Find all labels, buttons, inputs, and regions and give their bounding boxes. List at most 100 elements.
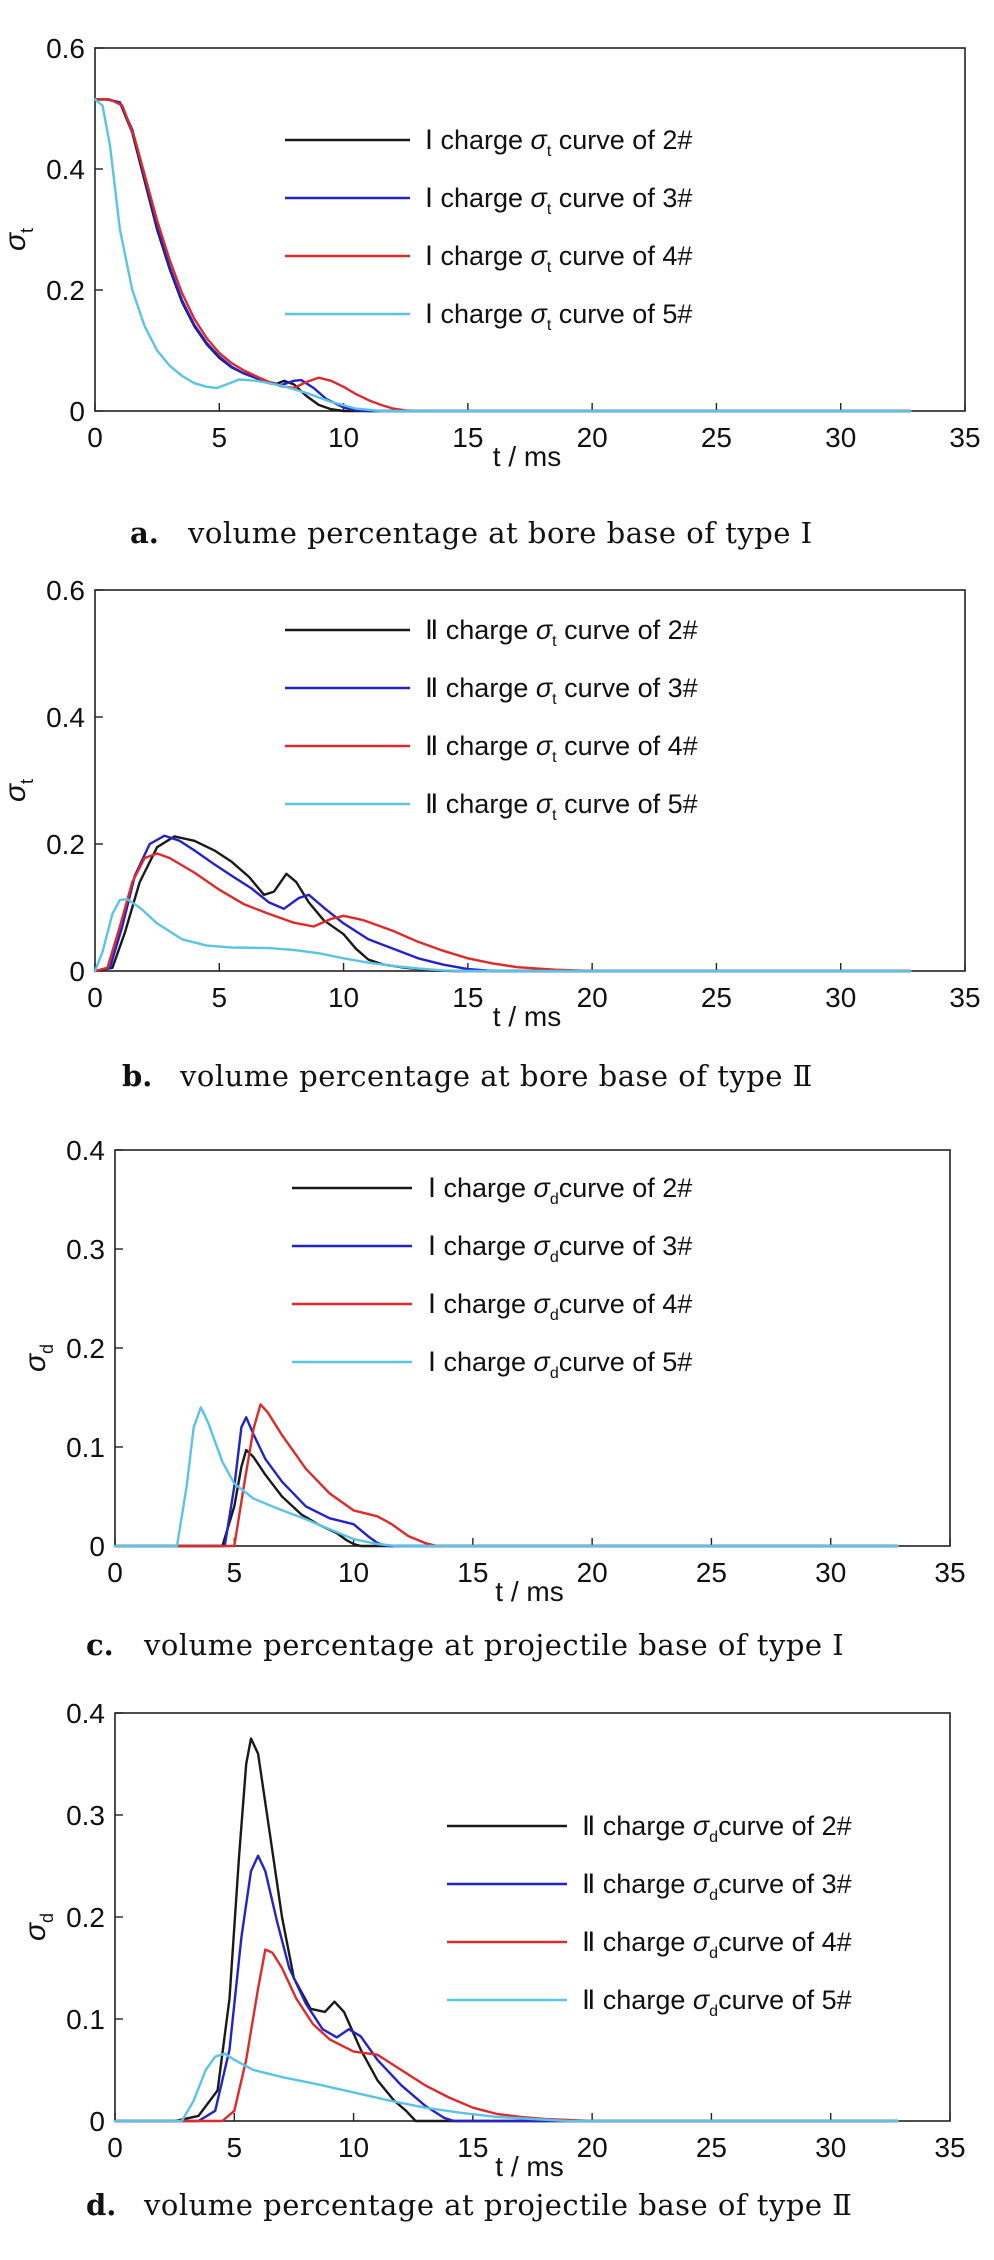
y-tick-label: 0 [69,956,85,987]
y-axis-label: σt [0,779,37,802]
legend: Ⅰ charge σt curve of 2# Ⅰ charge σt curve… [285,125,692,334]
x-tick-label: 20 [577,1557,608,1588]
x-tick-label: 30 [815,1557,846,1588]
legend-label: Ⅰ charge σdcurve of 4# [428,1289,692,1324]
y-tick-label: 0.1 [66,1432,105,1463]
figure-caption: a. volume percentage at bore base of type… [130,516,812,550]
chart-panel-c: 0 5 10 15 20 25 30 35 0 0.1 0.2 0.3 0.4 t / ms σd Ⅰ cha… [19,1135,966,1662]
legend-label: Ⅰ charge σt curve of 2# [425,125,692,160]
y-tick-label: 0.6 [46,33,85,64]
legend-label: Ⅰ charge σdcurve of 2# [428,1173,692,1208]
x-tick-label: 15 [452,982,483,1013]
caption-text: volume percentage at projectile base of … [143,2188,852,2222]
series-line-5 [93,898,912,973]
legend-label: Ⅱ charge σdcurve of 2# [582,1811,852,1846]
y-tick-label: 0.6 [46,575,85,606]
legend-label: Ⅱ charge σdcurve of 4# [582,1927,852,1962]
legend-label: Ⅰ charge σt curve of 4# [425,241,692,276]
x-tick-label: 15 [452,422,483,453]
y-tick-label: 0.3 [66,1800,105,1831]
legend: Ⅱ charge σdcurve of 2# Ⅱ charge σdcurve o… [447,1811,852,2020]
legend-label: Ⅱ charge σdcurve of 5# [582,1985,852,2020]
legend-label: Ⅱ charge σt curve of 4# [425,731,698,766]
y-tick-label: 0.4 [46,154,85,185]
legend-label: Ⅱ charge σt curve of 2# [425,615,698,650]
series-line-4 [93,852,912,973]
x-tick-label: 20 [577,982,608,1013]
x-tick-label: 15 [457,1557,488,1588]
plot-frame [94,589,966,972]
legend-label: Ⅰ charge σdcurve of 5# [428,1347,692,1382]
series-line-4 [93,98,912,413]
x-tick-label: 10 [338,2132,369,2163]
x-axis-label: t / ms [493,441,561,472]
x-tick-label: 25 [701,422,732,453]
y-tick-label: 0.2 [66,1902,105,1933]
x-tick-label: 35 [949,422,980,453]
legend: Ⅱ charge σt curve of 2# Ⅱ charge σt curve… [285,615,698,824]
series-line-5 [113,1406,899,1548]
figure-caption: b. volume percentage at bore base of type… [122,1059,813,1093]
x-tick-label: 0 [107,1557,123,1588]
plot-frame [114,1712,951,2122]
x-tick-label: 20 [577,422,608,453]
x-tick-label: 0 [87,422,103,453]
x-axis-label: t / ms [493,1001,561,1032]
x-tick-label: 15 [457,2132,488,2163]
x-axis-label: t / ms [495,1576,563,1607]
y-tick-label: 0.4 [66,1135,105,1166]
series-line-3 [113,1416,899,1548]
caption-letter: d. [86,2188,116,2222]
x-tick-label: 25 [696,2132,727,2163]
series-line-5 [93,98,912,413]
plot-frame [94,47,966,412]
x-tick-label: 25 [696,1557,727,1588]
caption-letter: b. [122,1059,152,1093]
figure-caption: c. volume percentage at projectile base o… [86,1628,844,1662]
x-tick-label: 20 [577,2132,608,2163]
x-tick-label: 30 [825,422,856,453]
legend-label: Ⅰ charge σt curve of 3# [425,183,692,218]
y-tick-label: 0.4 [66,1698,105,1729]
series-line-4 [113,1403,899,1548]
legend-label: Ⅱ charge σdcurve of 3# [582,1869,852,1904]
x-tick-label: 5 [226,1557,242,1588]
series-line-5 [113,2052,899,2123]
series-line-3 [113,1854,899,2123]
y-axis-label: σd [19,1344,57,1372]
chart-panel-a: 0 5 10 15 20 25 30 35 0 0.2 0.4 0.6 t / ms σt Ⅰ charge… [0,33,981,550]
caption-text: volume percentage at bore base of type Ⅱ [179,1059,813,1093]
y-tick-label: 0 [69,396,85,427]
caption-letter: a. [130,516,159,550]
x-tick-label: 10 [328,422,359,453]
x-tick-label: 30 [825,982,856,1013]
y-tick-label: 0.2 [66,1333,105,1364]
legend-label: Ⅱ charge σt curve of 5# [425,789,698,824]
x-tick-label: 35 [934,1557,965,1588]
x-tick-label: 30 [815,2132,846,2163]
series-line-3 [93,834,912,973]
y-tick-label: 0 [89,1531,105,1562]
y-tick-label: 0 [89,2106,105,2137]
y-tick-label: 0.2 [46,829,85,860]
x-tick-label: 10 [338,1557,369,1588]
y-tick-label: 0.1 [66,2004,105,2035]
x-tick-label: 35 [934,2132,965,2163]
x-tick-label: 35 [949,982,980,1013]
legend: Ⅰ charge σdcurve of 2# Ⅰ charge σdcurve o… [292,1173,692,1382]
figure-caption: d. volume percentage at projectile base o… [86,2188,852,2222]
legend-label: Ⅰ charge σdcurve of 3# [428,1231,692,1266]
y-tick-label: 0.2 [46,275,85,306]
caption-letter: c. [86,1628,114,1662]
y-tick-label: 0.4 [46,702,85,733]
legend-label: Ⅱ charge σt curve of 3# [425,673,698,708]
legend-label: Ⅰ charge σt curve of 5# [425,299,692,334]
chart-panel-b: 0 5 10 15 20 25 30 35 0 0.2 0.4 0.6 t / ms σt Ⅱ charge… [0,575,981,1093]
series-line-2 [113,1737,899,2123]
x-tick-label: 10 [328,982,359,1013]
x-tick-label: 5 [211,982,227,1013]
y-axis-label: σd [19,1913,57,1941]
x-tick-label: 5 [211,422,227,453]
x-axis-label: t / ms [495,2151,563,2182]
